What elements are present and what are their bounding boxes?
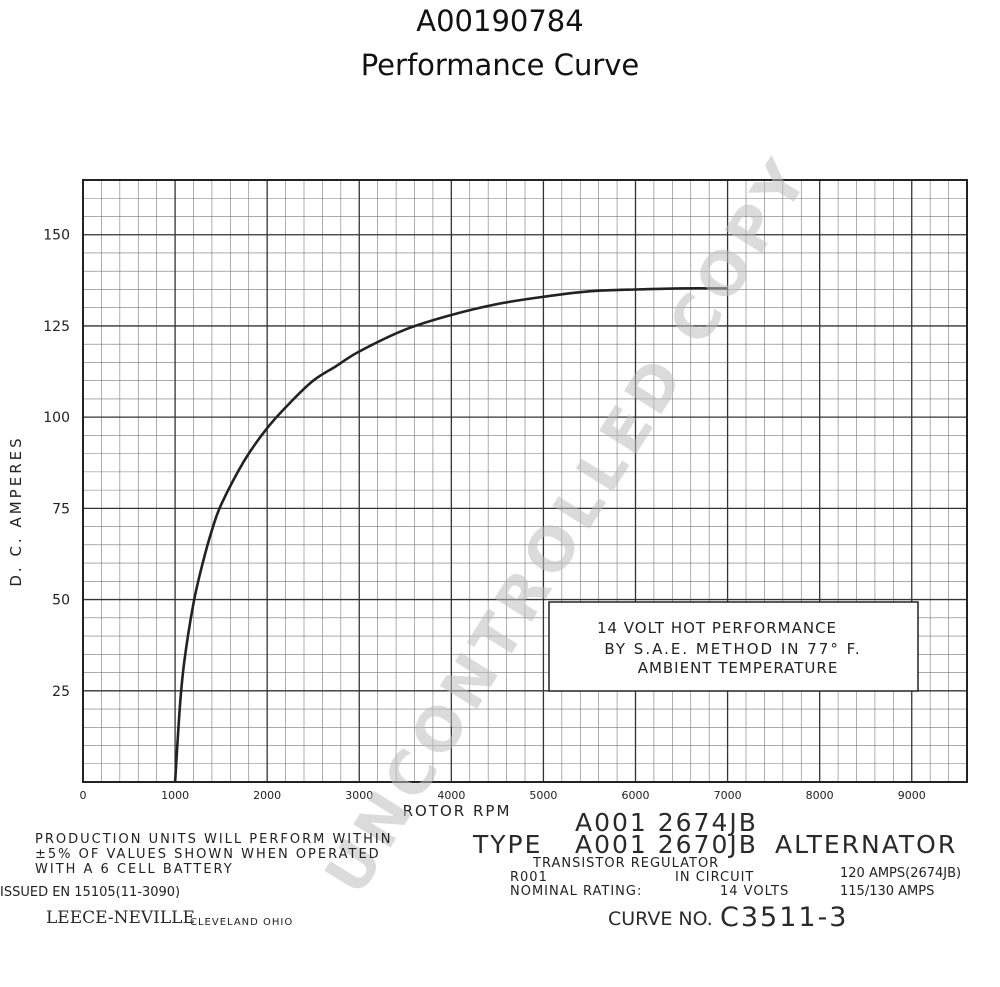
x-tick-label: 5000	[529, 789, 557, 802]
annotation-box	[548, 601, 919, 692]
amps-rating-1: 120 AMPS(2674JB)	[840, 866, 962, 881]
production-note-3: WITH A 6 CELL BATTERY	[35, 862, 234, 877]
curve-number-label: CURVE NO.	[608, 908, 713, 930]
model-number-1: A001 2674JB	[575, 808, 758, 837]
y-tick-label: 100	[43, 410, 70, 426]
model-number-2: A001 2670JB	[575, 830, 758, 859]
alternator-label: ALTERNATOR	[775, 830, 958, 859]
x-tick-label: 8000	[806, 789, 834, 802]
y-tick-label: 25	[52, 684, 70, 700]
y-axis-label: D. C. AMPERES	[7, 435, 25, 586]
production-note-1: PRODUCTION UNITS WILL PERFORM WITHIN	[35, 832, 393, 847]
annotation-line-3: AMBIENT TEMPERATURE	[638, 659, 839, 677]
nominal-volts: 14 VOLTS	[720, 884, 790, 899]
uncontrolled-copy-watermark: UNCONTROLLED COPY	[312, 144, 824, 906]
type-label: TYPE	[473, 830, 543, 859]
curve-number: C3511-3	[720, 902, 849, 933]
plot-frame	[82, 179, 968, 783]
annotation-line-2: BY S.A.E. METHOD IN 77° F.	[604, 640, 861, 658]
x-tick-label: 2000	[253, 789, 281, 802]
x-tick-label: 3000	[345, 789, 373, 802]
y-tick-label: 150	[43, 228, 70, 244]
nominal-rating-label: NOMINAL RATING:	[510, 884, 643, 899]
performance-curve	[173, 287, 728, 783]
x-tick-label: 4000	[437, 789, 465, 802]
part-number: A00190784	[416, 4, 584, 38]
brand-name: LEECE-NEVILLE	[46, 908, 195, 928]
y-tick-label: 125	[43, 319, 70, 335]
x-tick-label: 1000	[161, 789, 189, 802]
tick-labels: 0 1000 2000 3000 4000 5000 6000 7000 8000 9000 25 5…	[43, 228, 925, 802]
x-tick-label: 7000	[714, 789, 742, 802]
x-tick-label: 6000	[622, 789, 650, 802]
annotation-line-1: 14 VOLT HOT PERFORMANCE	[597, 619, 837, 637]
y-tick-label: 75	[52, 501, 70, 517]
x-tick-label: 9000	[898, 789, 926, 802]
chart-subtitle: Performance Curve	[360, 48, 640, 82]
regulator-code: R001	[510, 870, 548, 885]
production-note-2: ±5% OF VALUES SHOWN WHEN OPERATED	[35, 847, 381, 862]
y-tick-label: 50	[52, 593, 70, 609]
issued-note: ISSUED EN 15105(11-3090)	[0, 885, 181, 900]
regulator-line-2: IN CIRCUIT	[675, 870, 755, 885]
x-axis-label: ROTOR RPM	[403, 802, 512, 820]
amps-rating-2: 115/130 AMPS	[840, 884, 935, 899]
brand-city: CLEVELAND OHIO	[190, 917, 294, 928]
regulator-line-1: TRANSISTOR REGULATOR	[533, 856, 720, 871]
x-tick-label: 0	[80, 789, 87, 802]
